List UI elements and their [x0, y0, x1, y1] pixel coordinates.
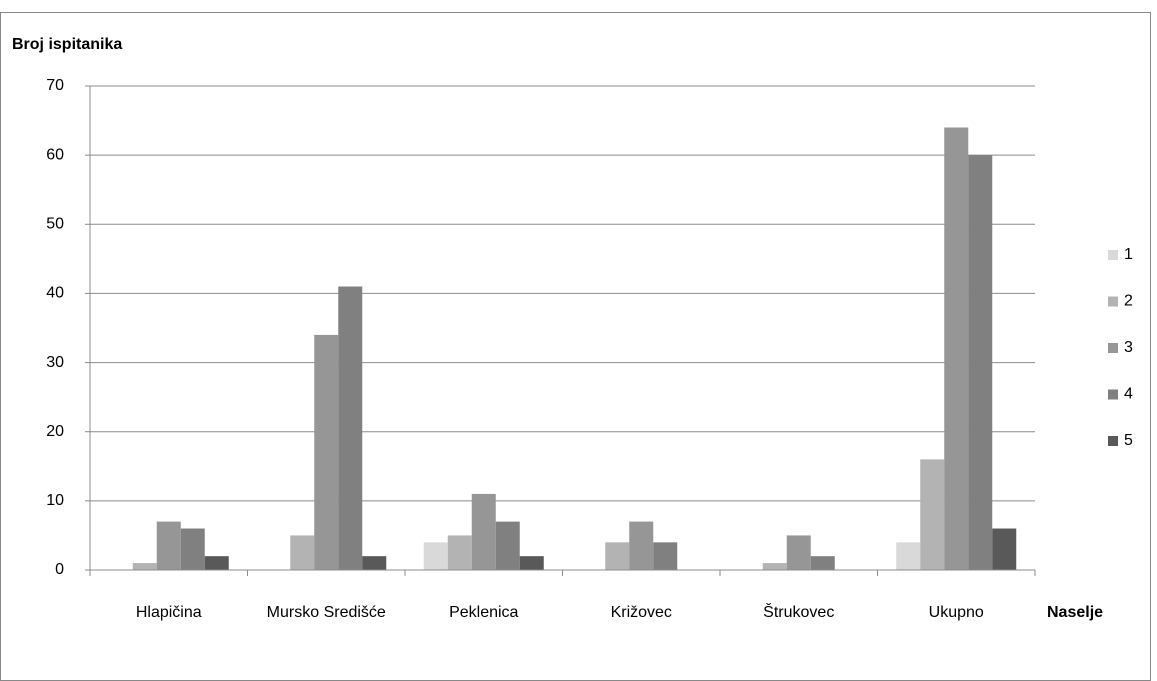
- x-tick-label: Ukupno: [928, 604, 984, 621]
- bar: [362, 556, 387, 570]
- y-tick-label: 30: [46, 354, 64, 371]
- legend-swatch: [1108, 250, 1118, 260]
- bar: [896, 542, 921, 570]
- bar: [605, 542, 630, 570]
- y-tick-label: 0: [55, 561, 64, 578]
- bar: [920, 459, 945, 570]
- bar: [423, 542, 448, 570]
- bar: [314, 334, 339, 570]
- y-tick-label: 60: [46, 146, 64, 163]
- legend-label: 3: [1124, 339, 1133, 356]
- legend-label: 4: [1124, 386, 1133, 403]
- bar: [786, 535, 811, 570]
- bar: [519, 556, 544, 570]
- x-tick-label: Križovec: [610, 604, 672, 621]
- bar: [180, 528, 205, 570]
- bar: [944, 127, 969, 570]
- bar: [968, 155, 993, 570]
- bar: [156, 521, 181, 570]
- bar: [762, 563, 787, 570]
- x-tick-label: Hlapičina: [135, 604, 202, 621]
- legend-swatch: [1108, 296, 1118, 307]
- bar: [810, 556, 835, 570]
- legend-label: 5: [1124, 432, 1133, 449]
- bar: [204, 556, 229, 570]
- x-tick-label: Mursko Središće: [266, 604, 386, 621]
- bar: [495, 521, 520, 570]
- bar: [471, 493, 496, 570]
- bar: [290, 535, 315, 570]
- bar: [629, 521, 654, 570]
- y-tick-label: 40: [46, 285, 64, 302]
- legend-swatch: [1108, 389, 1118, 400]
- legend-swatch: [1108, 436, 1118, 446]
- y-tick-label: 10: [46, 492, 64, 509]
- legend-swatch: [1108, 343, 1118, 353]
- bar: [447, 535, 472, 570]
- chart-title: Broj ispitanika: [12, 36, 122, 53]
- x-tick-label: Štrukovec: [763, 604, 835, 621]
- bar: [132, 563, 157, 570]
- bar: [992, 528, 1017, 570]
- legend-label: 2: [1124, 293, 1133, 310]
- legend-label: 1: [1124, 246, 1133, 263]
- y-tick-label: 20: [46, 423, 64, 440]
- x-axis-title: Naselje: [1047, 604, 1103, 621]
- x-tick-label: Peklenica: [449, 604, 519, 621]
- y-tick-label: 70: [46, 77, 64, 94]
- bar: [653, 542, 678, 570]
- y-tick-label: 50: [46, 216, 64, 233]
- bar: [338, 286, 363, 570]
